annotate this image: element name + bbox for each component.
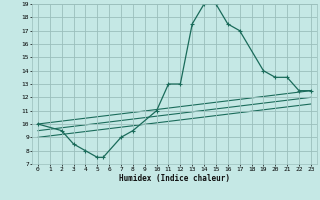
X-axis label: Humidex (Indice chaleur): Humidex (Indice chaleur) — [119, 174, 230, 183]
